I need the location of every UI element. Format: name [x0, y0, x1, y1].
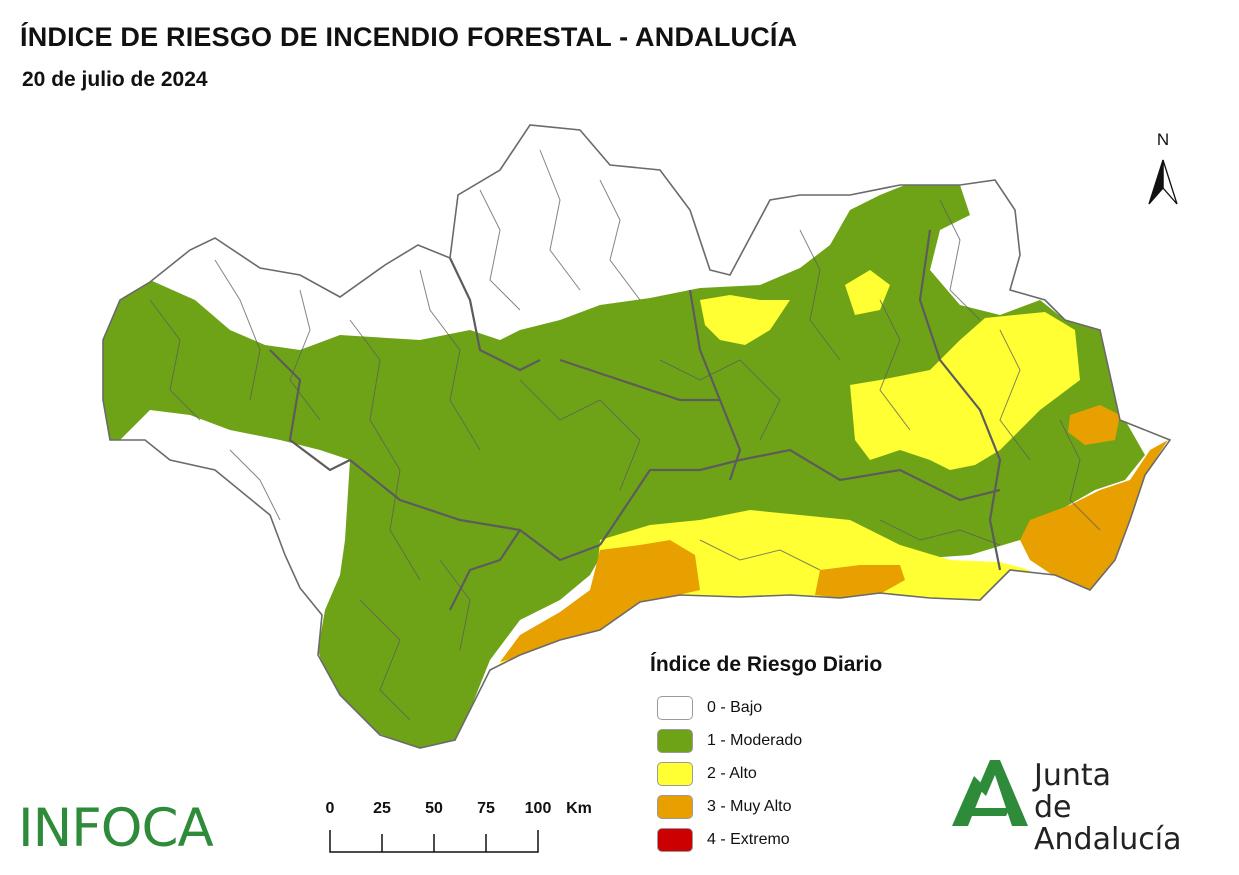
legend-label: 1 - Moderado	[707, 732, 802, 750]
north-arrow: N	[1145, 130, 1181, 210]
legend: Índice de Riesgo Diario 0 - Bajo 1 - Mod…	[650, 653, 882, 856]
legend-title: Índice de Riesgo Diario	[650, 653, 882, 677]
legend-label: 0 - Bajo	[707, 699, 762, 717]
infoca-logo: INFOCA	[18, 798, 213, 859]
north-arrow-icon	[1145, 130, 1181, 210]
legend-item-extremo: 4 - Extremo	[650, 823, 882, 856]
scale-tick-label: 100	[525, 800, 552, 818]
legend-item-moderado: 1 - Moderado	[650, 724, 882, 757]
scale-unit: Km	[566, 800, 592, 818]
junta-emblem-icon	[950, 758, 1030, 830]
legend-swatch	[657, 762, 693, 786]
legend-swatch	[657, 795, 693, 819]
scale-tick-label: 50	[425, 800, 443, 818]
legend-item-alto: 2 - Alto	[650, 757, 882, 790]
legend-swatch	[657, 729, 693, 753]
scale-tick-label: 75	[477, 800, 495, 818]
junta-line1: Junta	[1034, 760, 1220, 792]
legend-label: 4 - Extremo	[707, 831, 790, 849]
legend-item-muy-alto: 3 - Muy Alto	[650, 790, 882, 823]
legend-item-bajo: 0 - Bajo	[650, 691, 882, 724]
scale-tick-label: 25	[373, 800, 391, 818]
scale-bar-graphic	[322, 828, 562, 858]
junta-line2: de Andalucía	[1034, 792, 1220, 856]
scale-tick-label: 0	[326, 800, 335, 818]
scale-bar: 0 25 50 75 100 Km	[322, 800, 562, 860]
legend-swatch	[657, 696, 693, 720]
junta-text: Junta de Andalucía	[1034, 760, 1220, 856]
legend-swatch	[657, 828, 693, 852]
legend-label: 3 - Muy Alto	[707, 798, 791, 816]
legend-label: 2 - Alto	[707, 765, 757, 783]
junta-andalucia-logo: Junta de Andalucía	[950, 758, 1220, 830]
